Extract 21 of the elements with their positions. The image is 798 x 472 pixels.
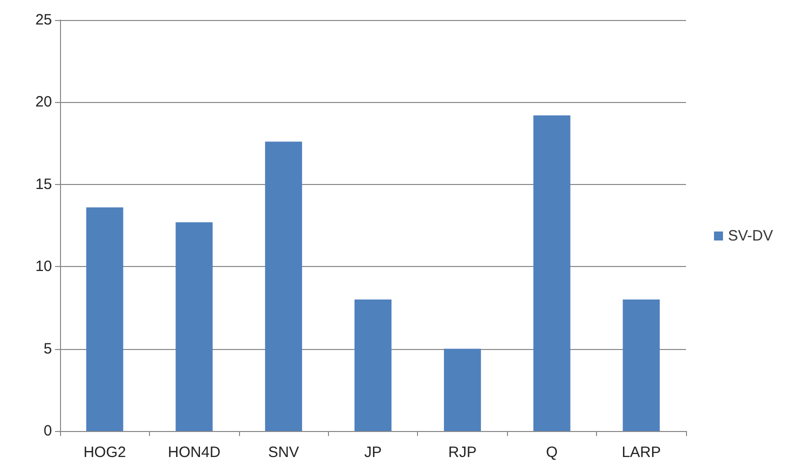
y-tick-label: 10 bbox=[35, 258, 52, 276]
x-tick-label: JP bbox=[364, 444, 382, 461]
bar bbox=[622, 299, 660, 431]
x-tick-label: SNV bbox=[268, 444, 299, 461]
y-tick-label: 25 bbox=[35, 12, 52, 28]
x-tick-label: RJP bbox=[448, 444, 477, 461]
bar bbox=[265, 142, 302, 431]
legend-label: SV-DV bbox=[728, 228, 773, 244]
bar bbox=[86, 207, 124, 431]
x-tick-label: Q bbox=[546, 444, 558, 461]
x-tick-label: HON4D bbox=[168, 444, 221, 461]
bar bbox=[444, 348, 481, 431]
y-tick-label: 0 bbox=[44, 422, 52, 440]
bar bbox=[354, 299, 392, 431]
bar bbox=[176, 222, 213, 431]
x-tick-label: LARP bbox=[622, 444, 661, 461]
bar bbox=[533, 115, 570, 431]
y-tick-label: 15 bbox=[35, 176, 52, 193]
x-tick-label: HOG2 bbox=[83, 444, 126, 461]
y-tick-label: 5 bbox=[44, 340, 52, 358]
y-tick-label: 20 bbox=[35, 94, 52, 111]
